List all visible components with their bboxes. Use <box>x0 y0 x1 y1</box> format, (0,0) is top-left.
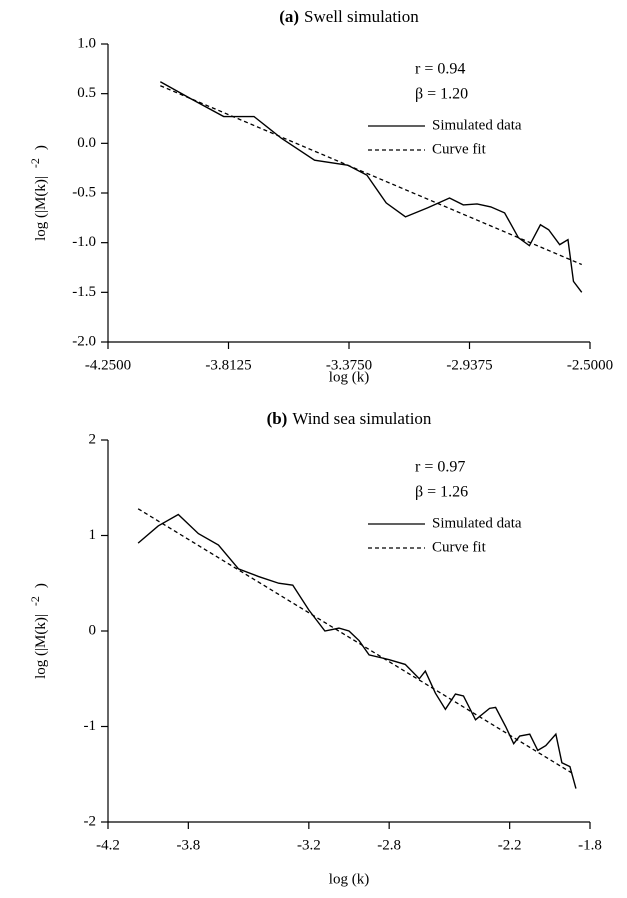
x-tick-label: -4.2500 <box>85 357 131 373</box>
x-tick-label: -2.8 <box>377 837 401 853</box>
y-tick-label: -1 <box>84 718 97 734</box>
x-tick-label: -4.2 <box>96 837 120 853</box>
data-line <box>137 508 575 775</box>
x-tick-label: -3.3750 <box>326 357 372 373</box>
y-label-main: log (|M(k)| <box>33 614 49 679</box>
x-tick-label: -2.5000 <box>567 357 613 373</box>
y-label-sup: -2 <box>28 596 42 606</box>
y-axis-label: log (|M(k)| -2) <box>28 583 50 679</box>
y-tick-label: 0 <box>89 622 97 638</box>
data-line <box>160 85 582 266</box>
annotation: r = 0.97 <box>415 459 465 476</box>
y-label-end: ) <box>33 145 49 150</box>
legend-label: Curve fit <box>432 539 487 555</box>
y-tick-label: -1.0 <box>72 234 96 250</box>
x-tick-label: -2.2 <box>498 837 522 853</box>
x-tick-label: -1.8 <box>578 837 602 853</box>
x-tick-label: -3.8125 <box>205 357 251 373</box>
x-tick-label: -3.2 <box>297 837 321 853</box>
title-text: Swell simulation <box>304 7 419 26</box>
y-tick-label: 1.0 <box>77 35 96 51</box>
y-label-main: log (|M(k)| <box>33 176 49 241</box>
y-tick-label: -1.5 <box>72 284 96 300</box>
y-tick-label: 2 <box>89 431 97 447</box>
x-axis-label: log (k) <box>329 369 369 385</box>
title-text: Wind sea simulation <box>292 409 432 428</box>
x-axis-label: log (k) <box>329 871 369 887</box>
x-tick-label: -3.8 <box>176 837 200 853</box>
y-tick-label: -2 <box>84 813 97 829</box>
annotation: r = 0.94 <box>415 61 465 78</box>
legend-label: Curve fit <box>432 141 487 157</box>
y-tick-label: 1 <box>89 527 97 543</box>
legend-label: Simulated data <box>432 117 522 133</box>
chart-title: (a) Swell simulation <box>279 7 419 26</box>
legend-label: Simulated data <box>432 515 522 531</box>
chart-title: (b) Wind sea simulation <box>267 409 432 428</box>
panel-label: (b) <box>267 409 288 428</box>
y-tick-label: 0.5 <box>77 85 96 101</box>
data-line <box>137 513 577 789</box>
y-tick-label: -2.0 <box>72 333 96 349</box>
y-axis-label: log (|M(k)| -2) <box>28 145 50 241</box>
annotation: β = 1.20 <box>415 86 468 103</box>
annotation: β = 1.26 <box>415 484 468 501</box>
y-label-end: ) <box>33 583 49 588</box>
x-tick-label: -2.9375 <box>446 357 492 373</box>
y-tick-label: 0.0 <box>77 135 96 151</box>
y-tick-label: -0.5 <box>72 184 96 200</box>
panel-label: (a) <box>279 7 299 26</box>
y-label-sup: -2 <box>28 158 42 168</box>
data-line <box>159 81 583 293</box>
